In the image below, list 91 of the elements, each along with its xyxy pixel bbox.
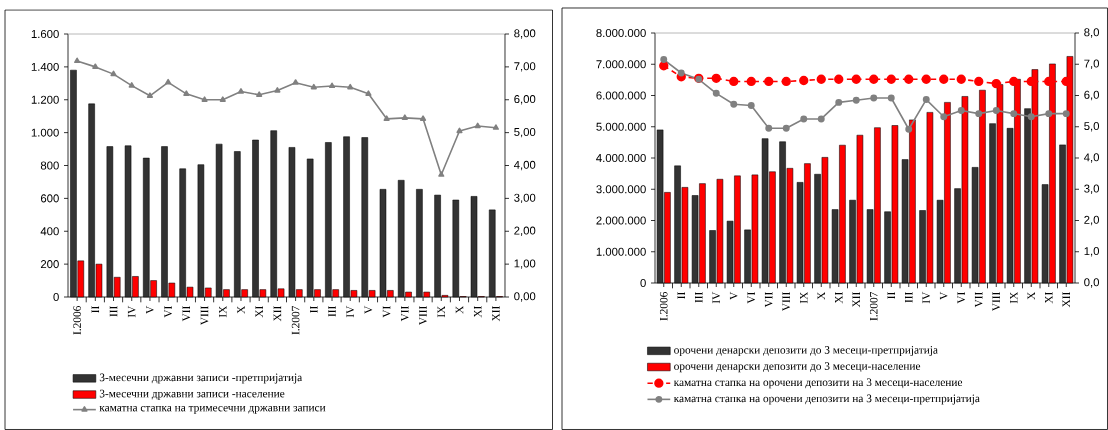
x-tick-label: V [146, 305, 154, 314]
x-tick-label: X [1027, 291, 1035, 300]
y2-tick-label: 8,0 [1084, 28, 1100, 38]
x-tick-label: V [364, 305, 373, 314]
x-tick-label: XII [492, 306, 500, 322]
y-tick-label: 0 [53, 293, 59, 302]
y2-tick-label: 1,00 [514, 259, 536, 269]
x-tick-label: XI [473, 306, 482, 318]
legend-label: 3-месечни државни записи -население [99, 389, 285, 400]
y-tick-label: 1.200 [31, 95, 59, 104]
x-tick-label: I.2006 [73, 306, 81, 335]
x-tick-label: X [817, 291, 825, 300]
x-tick-label: XI [835, 292, 843, 304]
legend-label: орочени денарски депозити до 3 месеци-претпријатија [674, 346, 938, 357]
x-tick-label: III [695, 292, 703, 303]
legend-label: каматна стапка на орочени депозити на 3 месеци-претпријатија [673, 394, 980, 405]
x-tick-label: II [887, 292, 895, 299]
x-tick-label: I.2007 [869, 292, 878, 321]
x-tick-label: VIII [992, 292, 1001, 312]
x-tick-label: IV [712, 291, 721, 304]
y-tick-label: 1.400 [31, 62, 59, 71]
y-tick-label: 1.000.000 [596, 247, 646, 256]
x-tick-label: VII [182, 306, 191, 322]
y-tick-label: 6.000.000 [596, 91, 646, 100]
x-tick-label: VIII [200, 306, 209, 326]
x-tick-label: III [905, 292, 913, 303]
y-tick-label: 600 [40, 194, 59, 203]
y2-tick-label: 2,00 [514, 226, 536, 236]
y2-tick-label: 1,0 [1084, 247, 1100, 257]
x-tick-label: IX [1010, 291, 1018, 304]
x-tick-label: IX [219, 305, 227, 318]
legend-label: 3-месечни државни записи -претпријатија [99, 373, 303, 384]
x-tick-label: II [677, 292, 685, 299]
y-tick-label: 400 [40, 227, 59, 236]
y2-tick-label: 7,00 [514, 62, 536, 72]
x-tick-label: VII [764, 292, 773, 308]
legend-label: орочени денарски депозити до 3 месеци-население [674, 362, 921, 373]
x-tick-label: VI [747, 292, 756, 304]
y2-tick-label: 3,00 [514, 193, 536, 204]
y-tick-label: 5.000.000 [596, 122, 646, 131]
y2-tick-label: 4,0 [1083, 153, 1100, 163]
y-tick-label: 0 [640, 279, 646, 288]
x-tick-label: VI [382, 306, 391, 318]
legend-label: каматна стапка на тримесечни државни записи [99, 405, 326, 414]
y2-tick-label: 8,00 [514, 29, 536, 39]
x-tick-label: XII [852, 292, 860, 308]
x-tick-label: VII [401, 306, 409, 322]
y2-tick-label: 0,00 [514, 292, 536, 302]
x-tick-label: XII [1062, 292, 1070, 308]
y2-tick-label: 5,0 [1084, 122, 1100, 132]
y-tick-label: 4.000.000 [596, 154, 646, 163]
x-tick-label: III [328, 306, 336, 317]
y2-tick-label: 4,00 [513, 160, 536, 171]
x-tick-label: XII [273, 306, 282, 322]
x-tick-label: VIII [419, 306, 427, 326]
x-tick-label: V [939, 291, 948, 300]
x-tick-label: VIII [782, 292, 791, 312]
x-tick-label: I.2006 [659, 292, 668, 321]
x-tick-label: II [91, 306, 100, 313]
y2-tick-label: 0,0 [1084, 278, 1100, 288]
legend-label: каматна стапка на орочени депозити на 3 месеци-население [673, 378, 963, 389]
y2-tick-label: 5,00 [514, 127, 536, 138]
x-tick-label: IX [437, 305, 445, 318]
x-tick-label: I.2007 [291, 306, 300, 335]
x-tick-label: II [310, 306, 318, 313]
x-tick-label: IV [346, 305, 355, 318]
y-tick-label: 7.000.000 [596, 60, 646, 69]
y-tick-label: 800 [40, 161, 59, 170]
y-tick-label: 1.000 [31, 128, 59, 137]
x-tick-label: IV [922, 291, 931, 304]
x-tick-label: XI [255, 306, 263, 318]
y-tick-label: 3.000.000 [596, 185, 646, 194]
y-tick-label: 2.000.000 [596, 216, 646, 225]
x-tick-label: IX [800, 291, 808, 304]
x-tick-label: X [237, 305, 245, 314]
y-tick-label: 8.000.000 [596, 29, 646, 38]
y2-tick-label: 6,0 [1084, 90, 1100, 101]
y-tick-label: 1.600 [31, 30, 59, 39]
x-tick-label: VII [974, 292, 983, 308]
y2-tick-label: 7,0 [1084, 59, 1100, 69]
y-tick-label: 200 [40, 260, 59, 269]
x-tick-label: IV [127, 305, 136, 318]
y2-tick-label: 2,0 [1084, 215, 1100, 226]
y2-tick-label: 3,0 [1084, 184, 1100, 194]
x-tick-label: III [109, 306, 118, 317]
y2-tick-label: 6,00 [514, 95, 536, 105]
x-tick-label: X [455, 305, 464, 314]
x-tick-label: VI [164, 306, 172, 318]
x-tick-label: VI [957, 292, 966, 304]
x-tick-label: XI [1045, 292, 1053, 304]
x-tick-label: V [729, 291, 738, 300]
